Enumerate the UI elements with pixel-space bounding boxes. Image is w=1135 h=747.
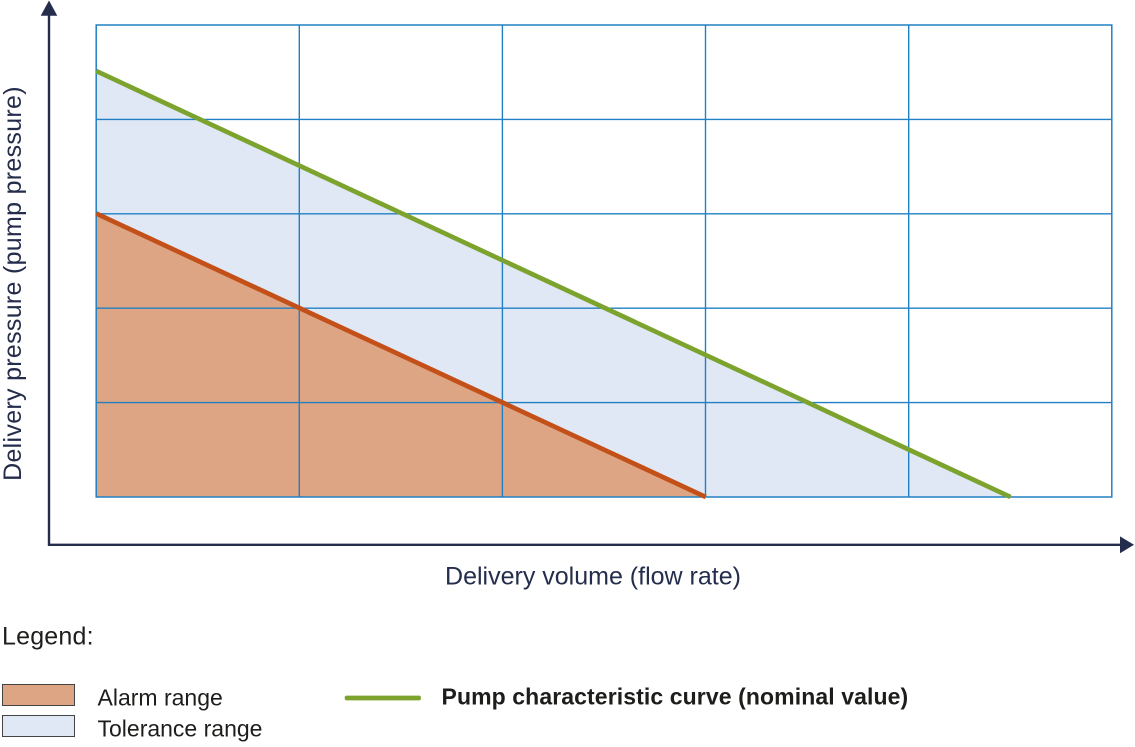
svg-text:Alarm range: Alarm range xyxy=(98,685,223,711)
svg-text:Delivery volume (flow rate): Delivery volume (flow rate) xyxy=(445,563,741,591)
svg-text:Pump characteristic curve (nom: Pump characteristic curve (nominal value… xyxy=(442,684,909,710)
svg-text:Delivery pressure (pump pressu: Delivery pressure (pump pressure) xyxy=(0,86,27,481)
svg-text:Tolerance range: Tolerance range xyxy=(98,716,263,742)
svg-text:Legend:: Legend: xyxy=(2,623,94,651)
